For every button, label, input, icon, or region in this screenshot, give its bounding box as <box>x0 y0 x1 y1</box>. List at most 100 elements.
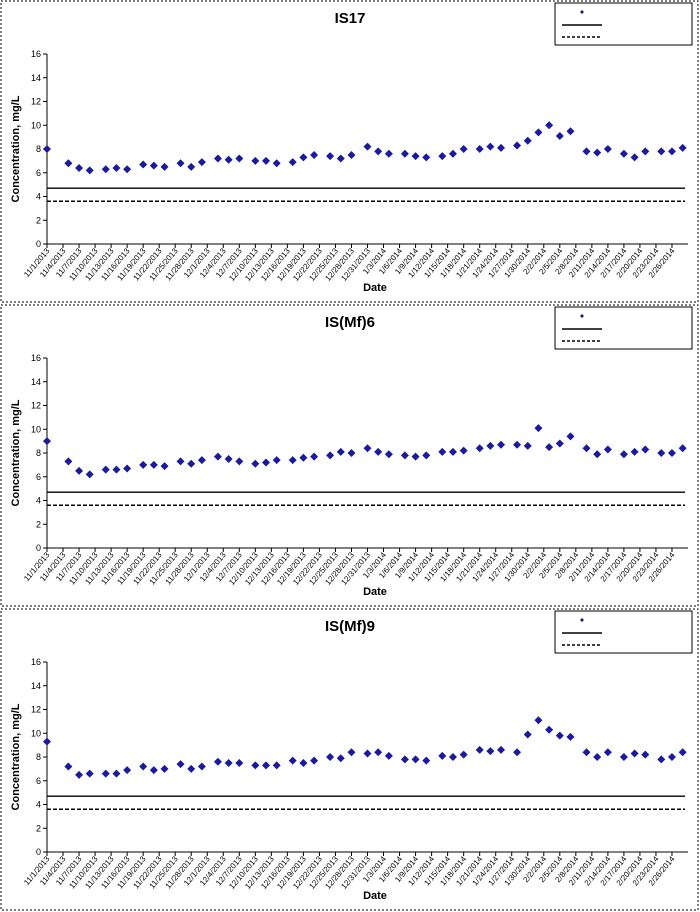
y-tick-label: 0 <box>36 239 41 249</box>
data-point <box>486 747 495 756</box>
data-point <box>347 449 356 457</box>
data-point <box>384 149 393 158</box>
data-point <box>75 770 84 779</box>
data-point <box>187 459 196 468</box>
data-point <box>619 450 628 459</box>
y-tick-label: 14 <box>31 377 41 387</box>
data-point <box>438 751 447 760</box>
data-point <box>75 466 84 475</box>
data-point <box>310 150 319 159</box>
data-point <box>251 459 260 468</box>
data-point <box>262 761 271 770</box>
data-point <box>400 149 409 158</box>
data-point <box>43 437 51 446</box>
data-point <box>448 753 457 761</box>
data-point <box>630 447 639 456</box>
y-tick-label: 2 <box>36 823 41 833</box>
data-point <box>64 762 73 771</box>
y-axis-title: Concentration, mg/L <box>10 703 22 810</box>
data-point <box>187 162 196 171</box>
data-point <box>251 761 260 770</box>
chart-title: IS17 <box>335 10 366 27</box>
data-point <box>422 756 431 765</box>
data-point <box>619 753 628 761</box>
data-point <box>593 450 602 459</box>
data-point <box>678 444 687 453</box>
data-point <box>523 136 532 145</box>
data-point <box>603 145 612 153</box>
data-point <box>534 128 543 137</box>
legend-marker <box>580 314 584 318</box>
data-point <box>619 149 628 158</box>
data-point <box>667 753 676 761</box>
data-point <box>582 748 591 757</box>
data-point <box>347 748 356 757</box>
data-point <box>64 457 73 466</box>
data-point <box>75 164 84 172</box>
y-tick-label: 6 <box>36 776 41 786</box>
y-tick-label: 8 <box>36 144 41 154</box>
data-point <box>299 453 308 462</box>
y-tick-label: 14 <box>31 681 41 691</box>
y-tick-label: 16 <box>31 49 41 59</box>
data-point <box>213 452 222 461</box>
data-point <box>593 148 602 157</box>
data-point <box>272 761 281 770</box>
data-point <box>123 766 132 775</box>
data-point <box>288 456 297 465</box>
chart-panel-3: IS(Mf)9024681012141611/1/201311/4/201311… <box>0 608 699 911</box>
data-point <box>101 165 110 174</box>
data-point <box>123 165 132 174</box>
data-point <box>310 756 319 765</box>
y-axis-title: Concentration, mg/L <box>10 399 22 506</box>
data-point <box>288 158 297 167</box>
data-point <box>374 147 383 156</box>
data-point <box>176 159 185 168</box>
data-point <box>603 445 612 454</box>
legend-box <box>554 2 693 46</box>
data-point <box>374 447 383 456</box>
data-point <box>384 450 393 459</box>
data-point <box>459 446 468 455</box>
data-point <box>43 145 51 153</box>
data-point <box>112 769 121 778</box>
data-point <box>475 145 484 153</box>
data-point <box>486 441 495 450</box>
chart-frame <box>0 0 699 303</box>
y-tick-label: 4 <box>36 496 41 506</box>
data-point <box>678 748 687 757</box>
chart-frame <box>0 608 699 911</box>
chart-panel-2: IS(Mf)6024681012141611/1/201311/4/201311… <box>0 304 699 607</box>
legend-box <box>554 610 693 654</box>
chart-title: IS(Mf)9 <box>325 618 375 635</box>
data-point <box>545 725 554 734</box>
data-point <box>566 732 575 741</box>
data-point <box>582 147 591 156</box>
chart-panel-1: IS17024681012141611/1/201311/4/201311/7/… <box>0 0 699 303</box>
y-tick-label: 0 <box>36 543 41 553</box>
y-tick-label: 6 <box>36 472 41 482</box>
data-point <box>641 147 650 156</box>
y-axis-title: Concentration, mg/L <box>10 95 22 202</box>
data-point <box>513 141 522 150</box>
data-point <box>411 452 420 461</box>
data-point <box>139 460 148 469</box>
data-point <box>43 737 51 746</box>
data-point <box>667 147 676 156</box>
data-point <box>262 458 271 467</box>
data-point <box>667 449 676 457</box>
y-tick-label: 8 <box>36 448 41 458</box>
data-point <box>160 162 169 171</box>
data-point <box>497 745 506 754</box>
data-point <box>224 155 233 164</box>
data-point <box>149 161 158 170</box>
y-tick-label: 10 <box>31 728 41 738</box>
data-point <box>657 147 666 156</box>
data-point <box>657 755 666 764</box>
data-point <box>347 150 356 159</box>
data-point <box>197 158 206 167</box>
data-point <box>123 464 132 473</box>
y-tick-label: 2 <box>36 215 41 225</box>
data-point <box>149 766 158 775</box>
